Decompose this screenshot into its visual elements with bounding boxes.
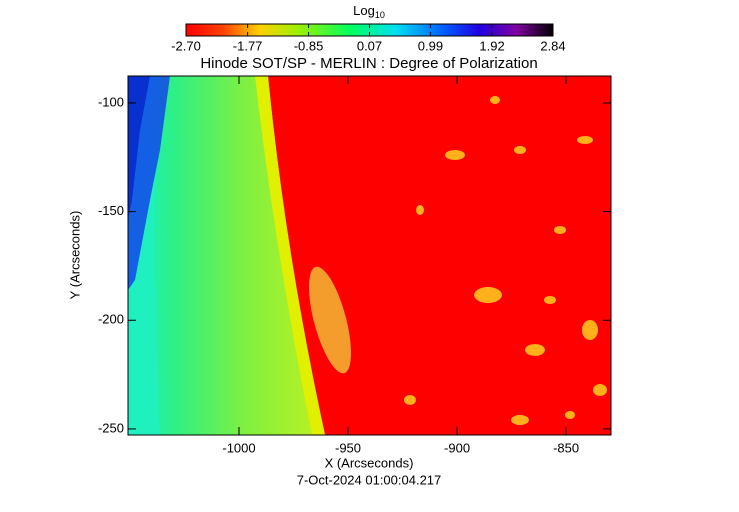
x-tick-label: -1000: [222, 440, 255, 455]
colorbar-label: Log10: [353, 3, 385, 20]
colorbar-tick-label: -0.85: [294, 38, 324, 53]
image: [128, 76, 611, 435]
x-axis-label: X (Arcseconds): [325, 455, 414, 470]
x-tick-label: -850: [553, 440, 579, 455]
blue-region: [128, 76, 150, 220]
y-tick-label: -250: [98, 420, 124, 435]
colorbar-tick-label: -2.70: [171, 38, 201, 53]
colorbar-tick-label: 2.84: [540, 38, 565, 53]
colorbar-tick-label: 0.07: [357, 38, 382, 53]
footer: 7-Oct-2024 01:00:04.217: [297, 472, 442, 487]
colorbar-label-sub: 10: [375, 10, 385, 20]
x-tick-label: -950: [335, 440, 361, 455]
plot-frame: [127, 75, 612, 436]
colorbar-label-main: Log: [353, 3, 375, 18]
y-tick-label: -200: [98, 312, 124, 327]
bright-feature: [308, 266, 352, 374]
colorbar-tick-label: -1.77: [233, 38, 263, 53]
y-tick-label: -150: [98, 203, 124, 218]
limb-edge: [255, 76, 325, 435]
y-axis-label: Y (Arcseconds): [67, 211, 82, 300]
colorbar-tick-label: 1.92: [479, 38, 504, 53]
colorbar-tick-label: 0.99: [418, 38, 443, 53]
y-tick-label: -100: [98, 94, 124, 109]
chart-title: Hinode SOT/SP - MERLIN : Degree of Polar…: [200, 55, 537, 72]
x-tick-label: -900: [444, 440, 470, 455]
bright-specks: [404, 96, 607, 425]
